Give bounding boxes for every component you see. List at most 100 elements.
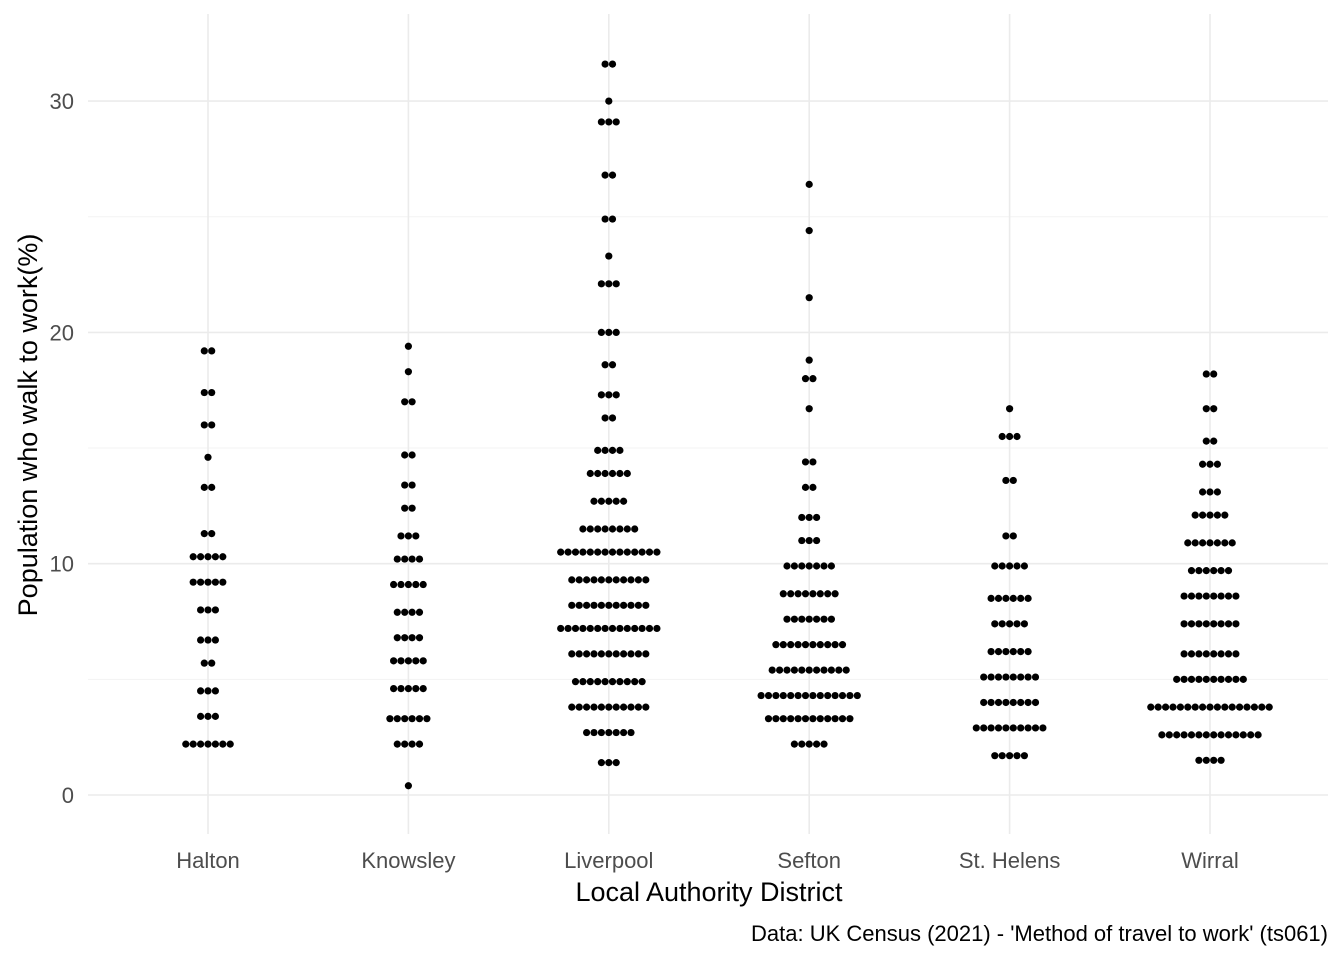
data-point	[1195, 650, 1203, 658]
data-point	[853, 691, 861, 700]
data-point	[208, 530, 216, 538]
data-point	[623, 525, 631, 533]
data-point	[1213, 703, 1221, 711]
data-point	[594, 525, 602, 533]
data-point	[597, 650, 606, 658]
data-point	[813, 615, 821, 623]
data-point	[631, 548, 639, 556]
data-point	[1206, 488, 1214, 496]
data-point	[1210, 567, 1218, 575]
data-point	[386, 715, 394, 723]
data-point	[813, 740, 821, 748]
data-point	[1017, 673, 1025, 681]
data-point	[397, 657, 405, 665]
x-tick-label: Knowsley	[361, 848, 455, 873]
data-point	[1154, 703, 1162, 711]
data-point	[1009, 698, 1017, 707]
data-point	[583, 601, 591, 609]
data-point	[601, 171, 609, 179]
data-point	[1221, 511, 1229, 519]
data-point	[197, 606, 205, 614]
data-point	[594, 678, 602, 686]
data-point	[790, 666, 799, 674]
data-point	[579, 548, 587, 556]
data-point	[1232, 620, 1240, 628]
data-point	[204, 712, 212, 720]
data-point	[408, 634, 416, 642]
data-point	[1243, 703, 1251, 711]
data-point	[1002, 532, 1010, 540]
data-point	[801, 590, 810, 598]
data-point	[597, 391, 606, 399]
data-point	[994, 673, 1003, 681]
data-point	[801, 715, 810, 723]
data-point	[211, 636, 219, 644]
data-point	[813, 562, 821, 570]
data-point	[597, 497, 606, 505]
data-point	[397, 532, 405, 540]
data-point	[597, 328, 606, 336]
data-point	[401, 555, 409, 563]
data-point	[197, 578, 205, 586]
x-tick-label: St. Helens	[959, 848, 1061, 873]
data-point	[575, 703, 583, 711]
data-point	[1024, 647, 1032, 656]
data-point	[1024, 594, 1032, 602]
data-point	[605, 728, 613, 737]
data-point	[208, 421, 216, 429]
data-point	[768, 666, 776, 674]
data-point	[211, 740, 219, 748]
data-point	[1195, 756, 1203, 764]
data-point	[1228, 539, 1236, 547]
data-point	[1224, 675, 1233, 683]
data-point	[1006, 405, 1014, 413]
data-point	[631, 624, 639, 633]
data-point	[783, 666, 791, 674]
data-point	[1202, 650, 1210, 658]
data-point	[1009, 673, 1017, 681]
data-point	[838, 715, 847, 723]
data-point	[601, 624, 609, 633]
data-point	[1232, 592, 1240, 600]
data-point	[401, 451, 409, 459]
data-point	[612, 703, 620, 711]
data-point	[1213, 488, 1221, 496]
data-point	[557, 548, 565, 556]
data-point	[779, 715, 787, 723]
data-point	[783, 615, 791, 623]
data-point	[642, 576, 650, 584]
data-point	[208, 347, 216, 355]
y-tick-label: 20	[50, 320, 74, 345]
data-point	[987, 647, 995, 656]
data-point	[787, 715, 795, 723]
data-point	[1217, 675, 1225, 683]
data-point	[568, 601, 576, 609]
data-point	[608, 678, 617, 686]
data-point	[557, 624, 565, 633]
data-point	[820, 615, 828, 623]
data-point	[590, 650, 598, 658]
data-point	[597, 118, 606, 126]
data-point	[805, 405, 813, 413]
data-point	[200, 388, 208, 397]
data-point	[620, 497, 628, 505]
data-point	[608, 171, 617, 179]
data-point	[801, 458, 810, 466]
data-point	[608, 548, 617, 556]
x-tick-label: Liverpool	[564, 848, 653, 873]
data-point	[638, 624, 646, 633]
data-point	[1191, 703, 1199, 711]
data-point	[623, 469, 631, 478]
data-point	[1195, 592, 1203, 600]
data-point	[197, 687, 205, 695]
data-point	[994, 647, 1003, 656]
data-point	[1232, 650, 1240, 658]
data-point	[197, 553, 205, 561]
data-point	[805, 562, 813, 570]
data-point	[1202, 675, 1210, 683]
data-point	[994, 594, 1003, 602]
data-point	[590, 728, 598, 737]
data-point	[1224, 620, 1233, 628]
data-point	[842, 666, 850, 674]
